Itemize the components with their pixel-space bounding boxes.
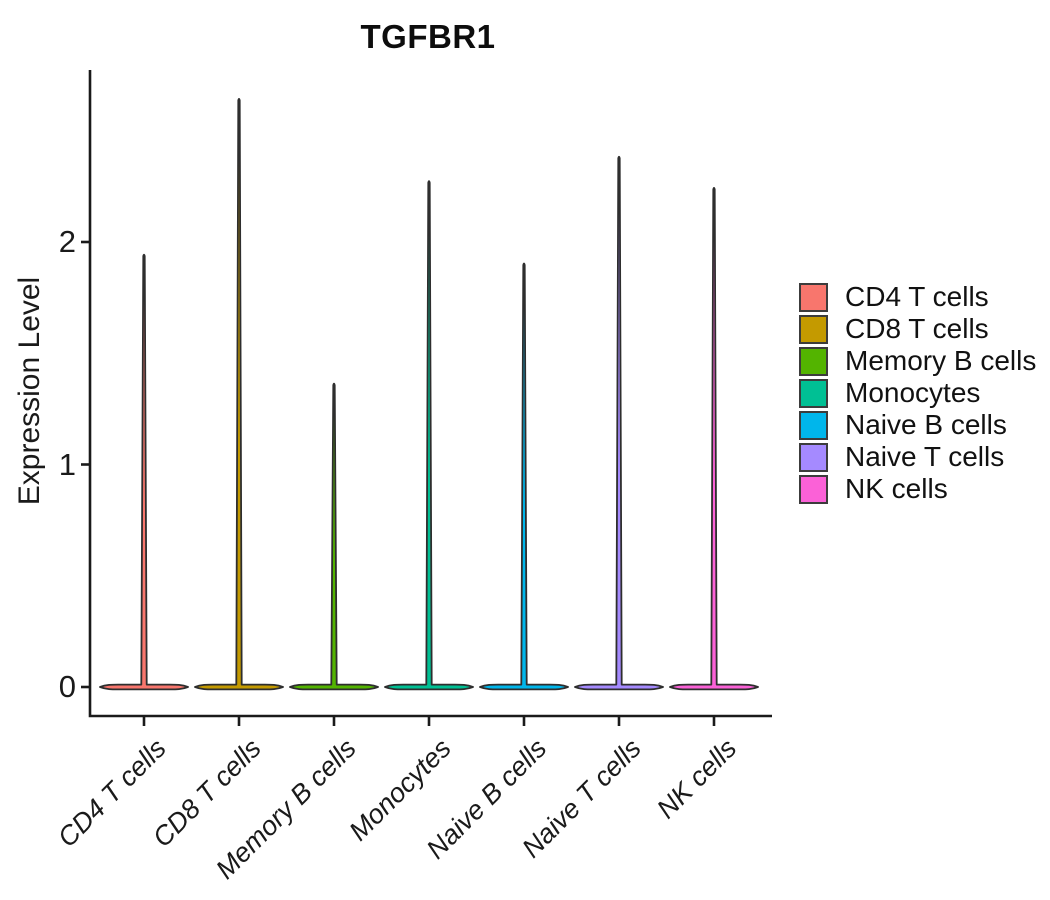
violin-cd4-t-cells bbox=[99, 253, 189, 691]
violin-nk-cells bbox=[669, 186, 759, 691]
legend-label: CD8 T cells bbox=[845, 313, 989, 344]
violin-naive-t-cells bbox=[574, 155, 664, 691]
plot-title: TGFBR1 bbox=[360, 18, 496, 55]
legend-item-cd4-t-cells: CD4 T cells bbox=[799, 281, 1036, 313]
legend-label: Memory B cells bbox=[845, 345, 1037, 376]
y-tick-label: 0 bbox=[58, 669, 76, 704]
violin-cd8-t-cells bbox=[194, 97, 284, 691]
legend-label: CD4 T cells bbox=[845, 281, 989, 312]
legend-swatch-icon bbox=[799, 410, 828, 440]
legend-swatch-icon bbox=[799, 474, 828, 504]
legend-swatch-icon bbox=[799, 314, 828, 344]
legend-swatch-icon bbox=[799, 378, 828, 408]
legend-swatch-icon bbox=[799, 282, 828, 312]
legend-swatch-icon bbox=[799, 346, 828, 376]
violin-memory-b-cells bbox=[289, 382, 379, 691]
violin-naive-b-cells bbox=[479, 262, 569, 691]
legend-label: Naive B cells bbox=[845, 409, 1007, 440]
legend-item-memory-b-cells: Memory B cells bbox=[799, 345, 1036, 377]
legend-item-nk-cells: NK cells bbox=[799, 473, 1036, 505]
legend-item-naive-t-cells: Naive T cells bbox=[799, 441, 1036, 473]
y-tick-label: 2 bbox=[58, 224, 76, 259]
legend-item-naive-b-cells: Naive B cells bbox=[799, 409, 1036, 441]
legend-item-monocytes: Monocytes bbox=[799, 377, 1036, 409]
legend: CD4 T cells CD8 T cells Memory B cells Mono… bbox=[799, 281, 1036, 505]
legend-label: NK cells bbox=[845, 473, 948, 504]
axes-lines bbox=[88, 70, 772, 718]
legend-label: Naive T cells bbox=[845, 441, 1005, 472]
y-tick-label: 1 bbox=[58, 446, 76, 482]
legend-swatch-icon bbox=[799, 442, 828, 472]
legend-item-cd8-t-cells: CD8 T cells bbox=[799, 313, 1036, 345]
legend-label: Monocytes bbox=[845, 377, 981, 408]
violin-monocytes bbox=[384, 180, 474, 691]
